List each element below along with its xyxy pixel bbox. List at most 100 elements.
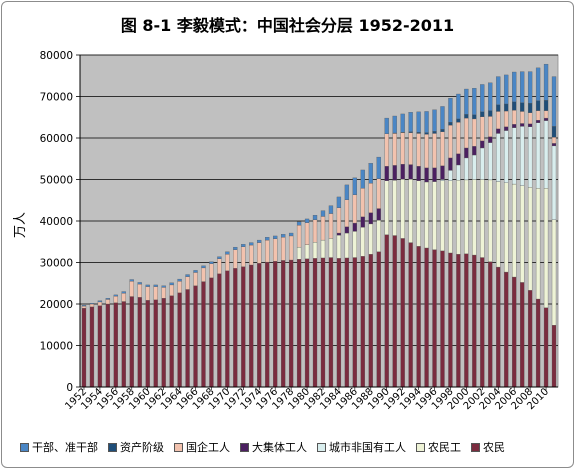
bar-segment bbox=[257, 263, 262, 388]
bar-segment bbox=[527, 71, 533, 104]
bar-segment bbox=[376, 220, 381, 252]
bar-segment bbox=[185, 274, 190, 277]
y-axis-label: 万人 bbox=[13, 212, 28, 238]
bar-segment bbox=[368, 212, 373, 225]
bar-segment bbox=[352, 194, 357, 224]
legend-swatch bbox=[416, 442, 425, 452]
bar-segment bbox=[320, 239, 326, 259]
bar-segment bbox=[105, 299, 111, 305]
bar-segment bbox=[400, 238, 405, 388]
bar-segment bbox=[89, 306, 95, 388]
bar-segment bbox=[456, 180, 461, 255]
bar-segment bbox=[344, 232, 350, 259]
bar-segment bbox=[527, 290, 533, 388]
bar-segment bbox=[408, 242, 413, 388]
bar-segment bbox=[121, 291, 126, 294]
bar-segment bbox=[472, 118, 477, 147]
bar-segment bbox=[257, 242, 262, 264]
bar-segment bbox=[440, 106, 445, 130]
bar-segment bbox=[169, 282, 174, 286]
bar-segment bbox=[281, 237, 286, 261]
bar-segment bbox=[496, 266, 501, 388]
bar-segment bbox=[312, 215, 318, 220]
bar-segment bbox=[185, 276, 190, 290]
bar-segment bbox=[376, 178, 381, 209]
bar-segment bbox=[512, 127, 517, 185]
bar-segment bbox=[480, 257, 485, 388]
legend-item: 干部、准干部 bbox=[20, 439, 98, 455]
bar-segment bbox=[543, 100, 549, 111]
bar-segment bbox=[496, 181, 501, 268]
bar-segment bbox=[543, 117, 549, 121]
bar-segment bbox=[543, 307, 549, 388]
bar-segment bbox=[456, 153, 461, 166]
bar-segment bbox=[392, 115, 397, 134]
bar-segment bbox=[456, 93, 461, 120]
bar-segment bbox=[97, 305, 103, 388]
bar-segment bbox=[304, 258, 310, 388]
bar-segment bbox=[201, 265, 206, 269]
legend-swatch bbox=[317, 442, 326, 452]
bar-segment bbox=[177, 292, 182, 388]
bar-segment bbox=[209, 261, 214, 264]
bar-segment bbox=[512, 71, 517, 103]
bar-segment bbox=[217, 256, 222, 259]
bar-segment bbox=[336, 258, 342, 388]
bar-segment bbox=[464, 114, 469, 119]
bar-segment bbox=[504, 103, 509, 112]
bar-segment bbox=[344, 184, 350, 200]
legend-label: 城市非国有工人 bbox=[329, 441, 406, 454]
bar-segment bbox=[512, 276, 517, 388]
bar-segment bbox=[376, 208, 381, 221]
bar-segment bbox=[488, 179, 493, 262]
bar-segment bbox=[424, 111, 429, 133]
bar-segment bbox=[464, 253, 469, 388]
bar-segment bbox=[360, 169, 365, 189]
chart-legend: 干部、准干部 资产阶级 国企工人 大集体工人 城市非国有工人 农民工 农民 bbox=[20, 438, 565, 456]
bar-segment bbox=[344, 257, 350, 388]
legend-label: 国企工人 bbox=[186, 441, 230, 454]
bar-segment bbox=[488, 136, 493, 143]
bar-segment bbox=[472, 114, 477, 120]
bar-segment bbox=[456, 254, 461, 388]
bar-segment bbox=[137, 283, 142, 298]
bar-segment bbox=[328, 238, 334, 258]
bar-segment bbox=[304, 244, 310, 259]
bar-segment bbox=[527, 187, 533, 291]
bar-segment bbox=[543, 63, 549, 101]
legend-item: 资产阶级 bbox=[108, 439, 164, 455]
bar-segment bbox=[512, 124, 517, 128]
bar-segment bbox=[520, 123, 525, 127]
bar-segment bbox=[480, 111, 485, 117]
bar-segment bbox=[424, 167, 429, 183]
bar-segment bbox=[368, 223, 373, 255]
bar-segment bbox=[535, 122, 541, 189]
bar-segment bbox=[296, 259, 302, 388]
bar-segment bbox=[336, 207, 342, 234]
bar-segment bbox=[440, 165, 445, 180]
bar-segment bbox=[249, 242, 254, 246]
bar-segment bbox=[360, 256, 365, 388]
bar-segment bbox=[217, 273, 222, 388]
bar-segment bbox=[472, 88, 477, 115]
bar-segment bbox=[328, 213, 334, 239]
bar-segment bbox=[504, 110, 509, 127]
bar-segment bbox=[440, 179, 445, 181]
bar-segment bbox=[121, 301, 126, 388]
chart-title: 图 8-1 李毅模式：中国社会分层 1952-2011 bbox=[120, 16, 455, 35]
bar-segment bbox=[161, 285, 166, 288]
bar-segment bbox=[520, 102, 525, 112]
bar-segment bbox=[400, 178, 405, 239]
bar-segment bbox=[281, 234, 286, 238]
bar-segment bbox=[527, 102, 533, 113]
bar-segment bbox=[400, 132, 405, 165]
bar-segment bbox=[504, 126, 509, 131]
bar-segment bbox=[464, 88, 469, 115]
bar-segment bbox=[201, 281, 206, 388]
bar-segment bbox=[153, 299, 158, 388]
bar-segment bbox=[408, 178, 413, 243]
bar-segment bbox=[177, 278, 182, 282]
bar-segment bbox=[360, 216, 365, 228]
bar-segment bbox=[448, 252, 453, 388]
bar-segment bbox=[416, 111, 421, 133]
